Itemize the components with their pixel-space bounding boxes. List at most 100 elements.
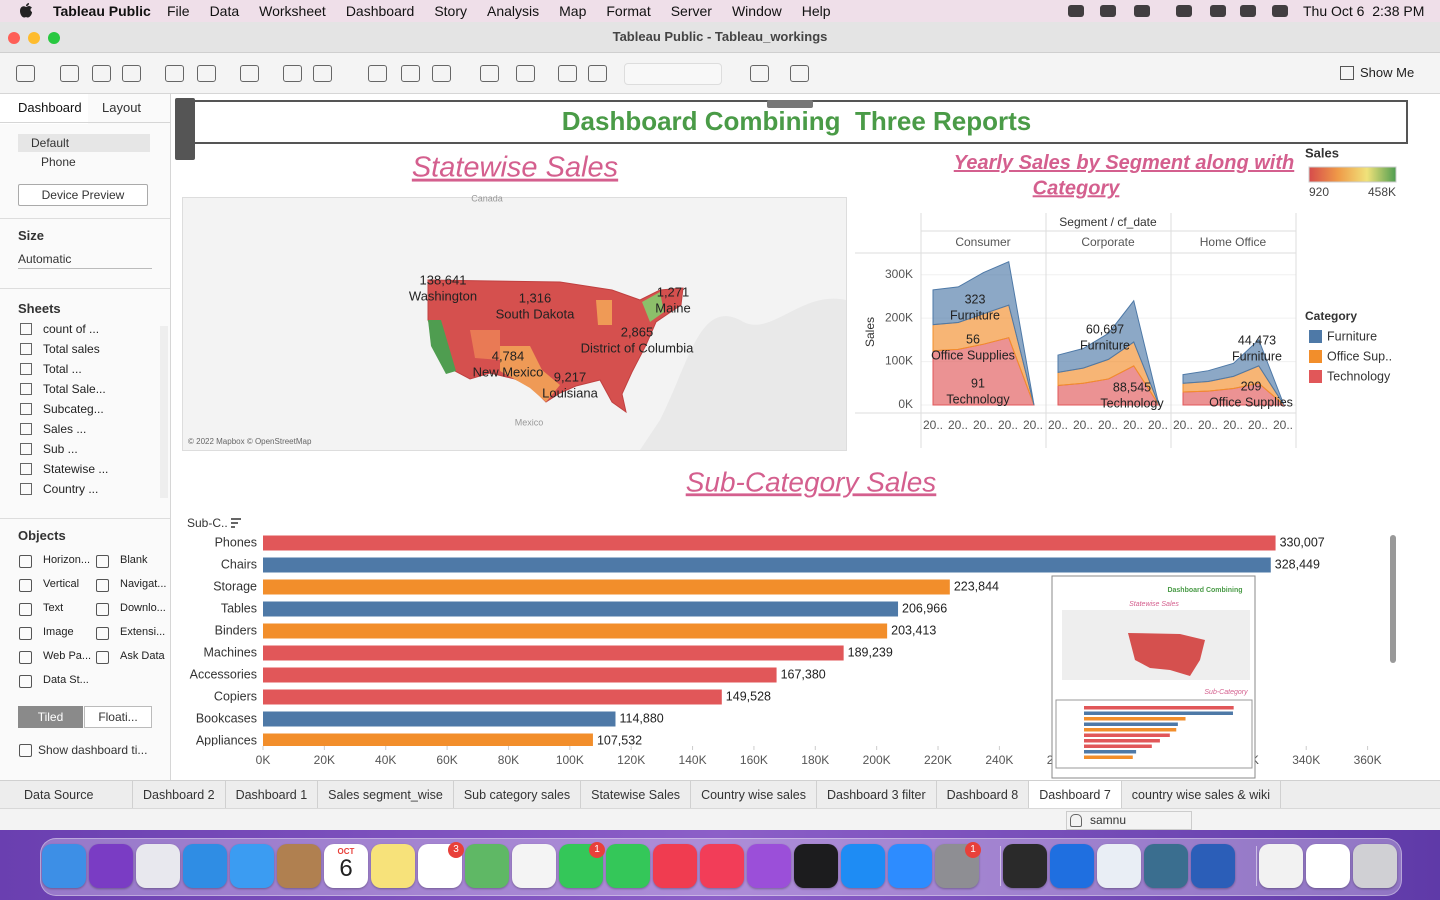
dock-icon[interactable] <box>700 844 744 888</box>
menu-item[interactable]: Map <box>559 3 587 19</box>
sheets-scrollbar[interactable] <box>160 326 168 498</box>
dock-icon[interactable] <box>324 844 368 888</box>
object-item[interactable]: Vertical <box>43 578 80 590</box>
sheet-tab[interactable]: Dashboard 3 filter <box>817 781 937 809</box>
close-button[interactable] <box>8 32 20 44</box>
sheet-item[interactable]: Sales ... <box>43 422 87 436</box>
status-icon[interactable] <box>1240 5 1256 17</box>
show-title-label[interactable]: Show dashboard ti... <box>38 743 148 757</box>
dock-icon[interactable] <box>1191 844 1235 888</box>
clock[interactable]: Thu Oct 6 2:38 PM <box>1303 3 1425 19</box>
dock-icon[interactable] <box>1050 844 1094 888</box>
sheet-tab[interactable]: Data Source <box>0 781 133 809</box>
show-me-button[interactable]: Show Me <box>1360 65 1415 80</box>
toolbar-button[interactable] <box>432 65 451 82</box>
bar-scrollbar[interactable] <box>1390 535 1396 663</box>
sheet-item[interactable]: Total Sale... <box>43 382 106 396</box>
drag-handle[interactable] <box>767 100 813 108</box>
sheet-item[interactable]: count of ... <box>43 322 100 336</box>
minimize-button[interactable] <box>28 32 40 44</box>
toolbar-button[interactable] <box>60 65 79 82</box>
dock-icon[interactable] <box>1306 844 1350 888</box>
menu-item[interactable]: File <box>167 3 190 19</box>
dock-icon[interactable] <box>465 844 509 888</box>
sheet-tab-active[interactable]: Dashboard 7 <box>1029 781 1122 809</box>
sheet-tab[interactable]: Country wise sales <box>691 781 817 809</box>
user-dropdown[interactable] <box>1066 811 1192 830</box>
sheet-tab[interactable]: Dashboard 8 <box>937 781 1030 809</box>
dock-icon[interactable] <box>841 844 885 888</box>
sheet-item[interactable]: Total ... <box>43 362 82 376</box>
toolbar-button[interactable] <box>283 65 302 82</box>
dock-icon[interactable] <box>606 844 650 888</box>
sheet-tab[interactable]: Dashboard 2 <box>133 781 226 809</box>
menu-item[interactable]: Format <box>606 3 651 19</box>
toolbar-button[interactable] <box>558 65 577 82</box>
layout-mode-active[interactable]: Tiled <box>18 706 83 728</box>
toolbar-button[interactable] <box>197 65 216 82</box>
dock-icon[interactable] <box>136 844 180 888</box>
menu-item[interactable]: Worksheet <box>259 3 326 19</box>
side-tab[interactable]: Dashboard <box>18 100 82 115</box>
menu-item[interactable]: Server <box>670 3 712 19</box>
checkbox[interactable] <box>19 744 32 757</box>
toolbar-button[interactable] <box>750 65 769 82</box>
dock-icon[interactable] <box>89 844 133 888</box>
object-item[interactable]: Ask Data <box>120 650 165 662</box>
menu-item[interactable]: Analysis <box>487 3 540 19</box>
dock-icon[interactable] <box>183 844 227 888</box>
dock-icon[interactable] <box>277 844 321 888</box>
sheet-item[interactable]: Subcateg... <box>43 402 104 416</box>
sheet-item[interactable]: Sub ... <box>43 442 78 456</box>
toolbar-button[interactable] <box>516 65 535 82</box>
dock-icon[interactable] <box>1259 844 1303 888</box>
object-item[interactable]: Downlo... <box>120 602 166 614</box>
object-item[interactable]: Blank <box>120 554 148 566</box>
user-name[interactable]: samnu <box>1090 813 1127 827</box>
toolbar-button[interactable] <box>401 65 420 82</box>
dock-icon[interactable] <box>1003 844 1047 888</box>
object-item[interactable]: Data St... <box>43 674 89 686</box>
status-icon[interactable] <box>1134 5 1150 17</box>
dock-icon[interactable] <box>1097 844 1141 888</box>
sheet-item[interactable]: Statewise ... <box>43 462 109 476</box>
dock-icon[interactable] <box>230 844 274 888</box>
sheet-tab[interactable]: Dashboard 1 <box>226 781 319 809</box>
toolbar-button[interactable] <box>240 65 259 82</box>
sheet-item[interactable]: Country ... <box>43 482 99 496</box>
status-icon[interactable] <box>1176 5 1192 17</box>
object-item[interactable]: Navigat... <box>120 578 167 590</box>
dock-icon[interactable] <box>512 844 556 888</box>
show-me-icon[interactable] <box>1340 66 1354 80</box>
menu-item[interactable]: Data <box>209 3 240 19</box>
side-tab[interactable]: Layout <box>102 100 142 115</box>
toolbar-button[interactable] <box>313 65 332 82</box>
menu-item[interactable]: Story <box>434 3 467 19</box>
zoom-button[interactable] <box>48 32 60 44</box>
sheet-tab[interactable]: Sales segment_wise <box>318 781 454 809</box>
dock-icon[interactable] <box>747 844 791 888</box>
sheet-item[interactable]: Total sales <box>43 342 100 356</box>
menu-item[interactable]: Help <box>801 3 831 19</box>
dock-icon[interactable] <box>888 844 932 888</box>
toolbar-button[interactable] <box>122 65 141 82</box>
toolbar-button[interactable] <box>16 65 35 82</box>
sheet-tab[interactable]: country wise sales & wiki <box>1122 781 1282 809</box>
toolbar-button[interactable] <box>368 65 387 82</box>
object-item[interactable]: Text <box>43 602 64 614</box>
device-selected[interactable] <box>18 134 150 152</box>
device-option[interactable]: Phone <box>41 155 76 169</box>
toolbar-button[interactable] <box>588 65 607 82</box>
dock-icon[interactable] <box>653 844 697 888</box>
object-item[interactable]: Web Pa... <box>43 650 92 662</box>
dock-icon[interactable] <box>371 844 415 888</box>
status-icon[interactable] <box>1272 5 1288 17</box>
apple-logo[interactable] <box>19 3 33 19</box>
object-item[interactable]: Horizon... <box>43 554 91 566</box>
object-item[interactable]: Image <box>43 626 74 638</box>
toolbar-button[interactable] <box>790 65 809 82</box>
dock-icon[interactable] <box>1144 844 1188 888</box>
toolbar-button[interactable] <box>92 65 111 82</box>
toolbar-button[interactable] <box>165 65 184 82</box>
status-icon[interactable] <box>1210 5 1226 17</box>
